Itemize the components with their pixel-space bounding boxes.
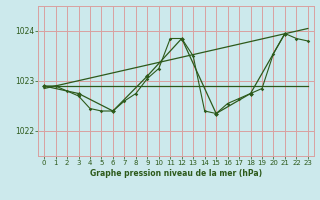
X-axis label: Graphe pression niveau de la mer (hPa): Graphe pression niveau de la mer (hPa): [90, 169, 262, 178]
